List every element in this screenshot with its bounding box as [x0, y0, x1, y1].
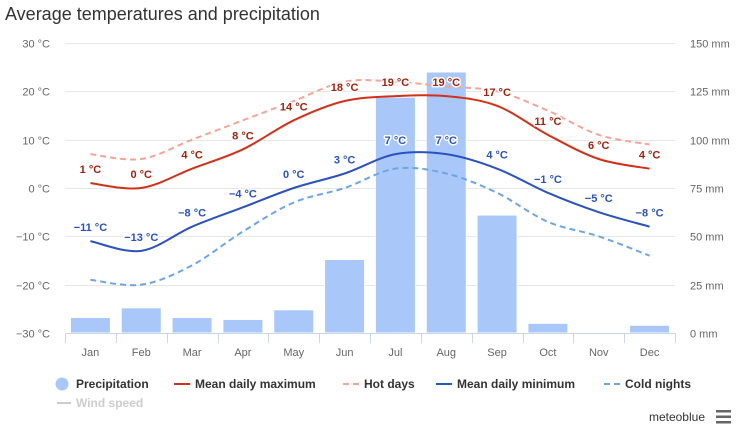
x-axis-tick-label: Oct: [539, 347, 556, 359]
x-axis-tick-label: Jan: [82, 347, 100, 359]
mean-daily-maximum-label: 4 °C: [181, 150, 203, 162]
mean-daily-maximum-label: 11 °C: [534, 116, 561, 128]
legend-label-wind-speed: Wind speed: [76, 396, 143, 410]
y-axis-right-tick-label: 75 mm: [690, 184, 724, 196]
hamburger-menu-icon[interactable]: [716, 410, 731, 424]
mean-daily-maximum-label: 14 °C: [280, 101, 308, 113]
legend-label-hot-days: Hot days: [364, 377, 415, 391]
precipitation-bar[interactable]: [171, 317, 213, 334]
mean-daily-maximum-label: 8 °C: [232, 130, 254, 142]
x-axis-tick-label: Dec: [640, 347, 660, 359]
mean-daily-minimum-line[interactable]: [90, 151, 650, 253]
hot-days-line[interactable]: [90, 79, 650, 161]
cold-nights-line[interactable]: [90, 166, 650, 287]
precipitation-bar[interactable]: [273, 309, 315, 334]
legend-item-hot-days[interactable]: Hot days: [343, 377, 415, 391]
mean-daily-minimum-label: 4 °C: [486, 150, 508, 162]
mean-daily-maximum-label: 17 °C: [483, 87, 511, 99]
y-axis-left-tick-label: 0 °C: [28, 184, 50, 196]
mean-daily-minimum-label: 3 °C: [334, 155, 356, 167]
legend-symbol-precipitation: [55, 377, 69, 391]
precipitation-bar[interactable]: [69, 317, 111, 334]
y-axis-left-tick-label: 10 °C: [22, 136, 50, 148]
precipitation-bar[interactable]: [374, 96, 416, 334]
legend-label-precipitation: Precipitation: [76, 377, 149, 391]
x-axis: Jan Feb Mar Apr May Jun Jul Aug Sep Oct Nov Dec: [65, 333, 676, 359]
legend-item-mean-daily-maximum[interactable]: Mean daily maximum: [174, 377, 316, 391]
y-axis-right-tick-label: 125 mm: [690, 87, 730, 99]
y-axis-right-tick-label: 0 mm: [690, 329, 718, 341]
mean-daily-minimum-label: 0 °C: [283, 169, 305, 181]
mean-daily-maximum-label: 1 °C: [80, 164, 102, 176]
y-axis-right-tick-label: 100 mm: [690, 136, 730, 148]
y-axis-left-tick-label: 20 °C: [22, 87, 50, 99]
legend: Precipitation Mean daily maximum Hot day…: [55, 377, 691, 410]
x-axis-tick-label: Jul: [388, 347, 402, 359]
y-axis-right: 150 mm 125 mm 100 mm 75 mm 50 mm 25 mm 0 mm: [690, 39, 730, 341]
legend-label-cold-nights: Cold nights: [625, 377, 691, 391]
x-axis-tick-label: Nov: [589, 347, 609, 359]
precipitation-bar[interactable]: [527, 322, 569, 334]
mean-daily-minimum-label: −8 °C: [636, 208, 664, 220]
mean-daily-minimum-label: −13 °C: [124, 232, 158, 244]
menu-bar: [716, 415, 731, 418]
legend-item-mean-daily-minimum[interactable]: Mean daily minimum: [436, 377, 575, 391]
mean-daily-minimum-label: 7 °C: [385, 135, 407, 147]
data-labels: 1 °C 0 °C 4 °C 8 °C 14 °C 18 °C 19 °C 19 °C 17 °…: [72, 76, 665, 246]
x-axis-tick-label: Aug: [436, 347, 456, 359]
mean-daily-maximum-label: 19 °C: [432, 77, 460, 89]
x-axis-tick-label: Feb: [132, 347, 151, 359]
credits-link[interactable]: meteoblue: [649, 410, 705, 424]
x-axis-tick-label: Apr: [234, 347, 251, 359]
precipitation-series: [69, 71, 671, 334]
mean-daily-maximum-line[interactable]: [90, 94, 650, 190]
menu-bar: [716, 421, 731, 424]
x-axis-tick-label: Jun: [336, 347, 354, 359]
y-axis-left-tick-label: −10 °C: [16, 232, 50, 244]
mean-daily-minimum-label: −5 °C: [585, 193, 613, 205]
mean-daily-minimum-label: −8 °C: [178, 208, 206, 220]
x-axis-tick-label: May: [283, 347, 304, 359]
mean-daily-maximum-label: 19 °C: [382, 77, 410, 89]
legend-label-mean-daily-maximum: Mean daily maximum: [195, 377, 316, 391]
x-axis-tick-label: Mar: [183, 347, 202, 359]
temperature-lines: [90, 79, 650, 287]
mean-daily-maximum-label: 18 °C: [331, 82, 359, 94]
y-axis-left-tick-label: 30 °C: [22, 39, 50, 51]
y-axis-left: 30 °C 20 °C 10 °C 0 °C −10 °C −20 °C −30 °C: [16, 39, 50, 341]
legend-item-cold-nights[interactable]: Cold nights: [604, 377, 691, 391]
precipitation-bar[interactable]: [222, 318, 264, 334]
mean-daily-maximum-label: 0 °C: [130, 169, 152, 181]
y-axis-left-tick-label: −20 °C: [16, 281, 50, 293]
y-axis-right-tick-label: 150 mm: [690, 39, 730, 51]
mean-daily-minimum-label: −1 °C: [534, 174, 562, 186]
menu-bar: [716, 410, 731, 413]
legend-label-mean-daily-minimum: Mean daily minimum: [457, 377, 575, 391]
chart-title: Average temperatures and precipitation: [5, 4, 320, 24]
precipitation-bar[interactable]: [324, 259, 366, 334]
precipitation-bar[interactable]: [425, 71, 467, 334]
y-axis-right-tick-label: 50 mm: [690, 232, 724, 244]
mean-daily-minimum-label: 7 °C: [435, 135, 457, 147]
mean-daily-maximum-label: 6 °C: [588, 140, 610, 152]
precipitation-bar[interactable]: [629, 324, 671, 334]
precipitation-bar[interactable]: [476, 214, 518, 334]
y-axis-left-tick-label: −30 °C: [16, 329, 50, 341]
precipitation-bar[interactable]: [120, 307, 162, 334]
y-axis-right-tick-label: 25 mm: [690, 281, 724, 293]
mean-daily-minimum-label: −11 °C: [74, 222, 108, 234]
mean-daily-minimum-label: −4 °C: [229, 188, 257, 200]
mean-daily-maximum-label: 4 °C: [639, 150, 661, 162]
legend-item-precipitation[interactable]: Precipitation: [55, 377, 149, 391]
legend-item-wind-speed[interactable]: Wind speed: [57, 396, 143, 410]
x-axis-tick-label: Sep: [487, 347, 507, 359]
